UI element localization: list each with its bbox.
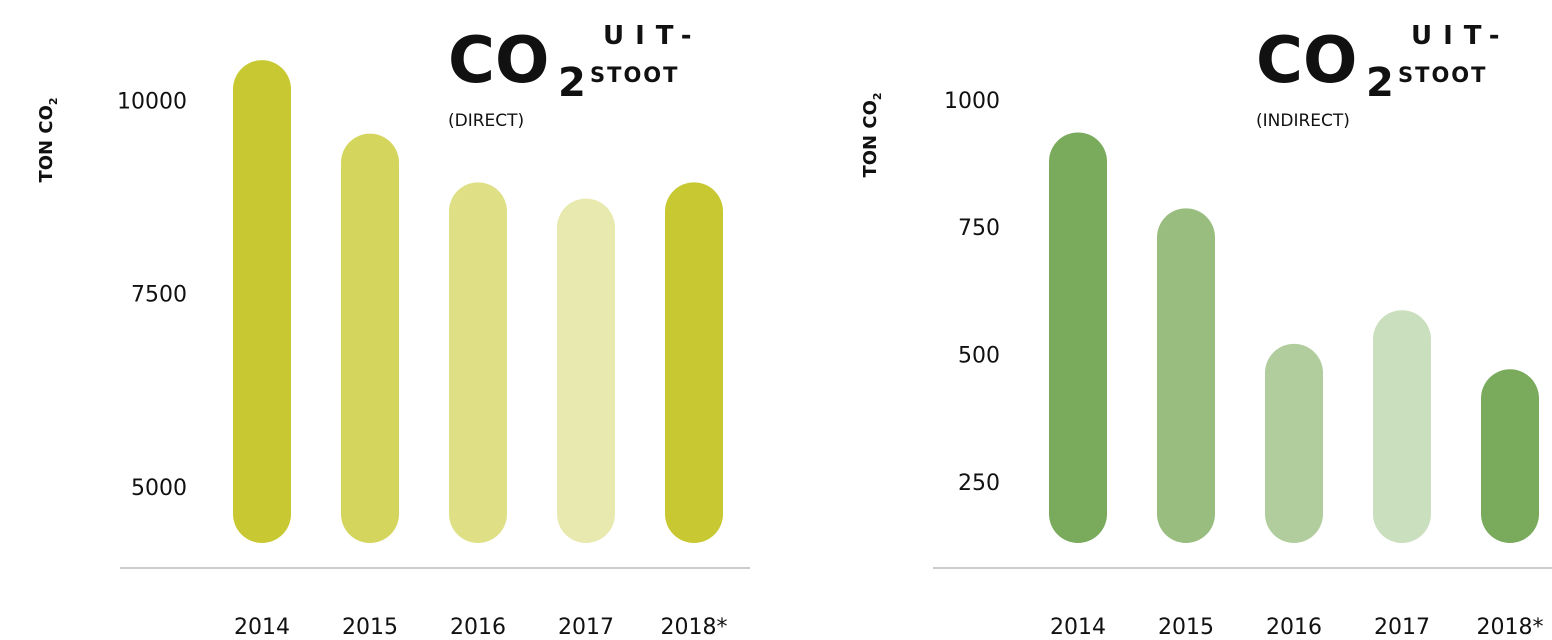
y-label-text: TON CO [36, 105, 57, 182]
x-tick-label: 2015 [342, 615, 398, 640]
title-line2: STOOT [590, 63, 679, 87]
y-tick-label: 750 [958, 216, 1000, 241]
y-tick-label: 250 [958, 471, 1000, 496]
x-tick-label: 2016 [450, 615, 506, 640]
x-tick-label: 2018* [661, 615, 728, 640]
bar [1481, 369, 1539, 543]
bar [1373, 310, 1431, 543]
y-label-sub: 2 [871, 92, 884, 100]
y-tick-label: 7500 [131, 283, 187, 308]
title-line1: UIT- [1411, 21, 1511, 51]
y-label: TON CO2 [860, 92, 884, 177]
x-tick-label: 2017 [1374, 615, 1430, 640]
x-tick-label: 2015 [1158, 615, 1214, 640]
title-sub: 2 [558, 60, 586, 106]
y-axis-label: TON CO2 [36, 97, 60, 182]
x-tick-label: 2014 [234, 615, 290, 640]
subtitle: (INDIRECT) [1256, 111, 1350, 131]
bar [557, 198, 615, 543]
bar [233, 60, 291, 544]
y-label: TON CO2 [36, 97, 60, 182]
y-tick-label: 1000 [944, 89, 1000, 114]
y-tick-label: 5000 [131, 476, 187, 501]
y-axis-label: TON CO2 [860, 92, 884, 177]
subtitle: (DIRECT) [448, 111, 524, 131]
bar [1049, 132, 1107, 543]
bar [449, 182, 507, 544]
bar [341, 133, 399, 543]
bar [665, 182, 723, 544]
x-tick-label: 2018* [1477, 615, 1544, 640]
title: CO [448, 24, 549, 98]
title-line2: STOOT [1398, 63, 1487, 87]
x-tick-label: 2014 [1050, 615, 1106, 640]
title: CO [1256, 24, 1357, 98]
x-tick-label: 2016 [1266, 615, 1322, 640]
y-label-text: TON CO [860, 100, 881, 177]
y-tick-label: 500 [958, 344, 1000, 369]
y-label-sub: 2 [47, 97, 60, 105]
title-line1: UIT- [603, 21, 703, 51]
bar [1157, 208, 1215, 543]
x-tick-label: 2017 [558, 615, 614, 640]
title-sub: 2 [1366, 60, 1394, 106]
y-tick-label: 10000 [117, 89, 187, 114]
bar [1265, 343, 1323, 543]
